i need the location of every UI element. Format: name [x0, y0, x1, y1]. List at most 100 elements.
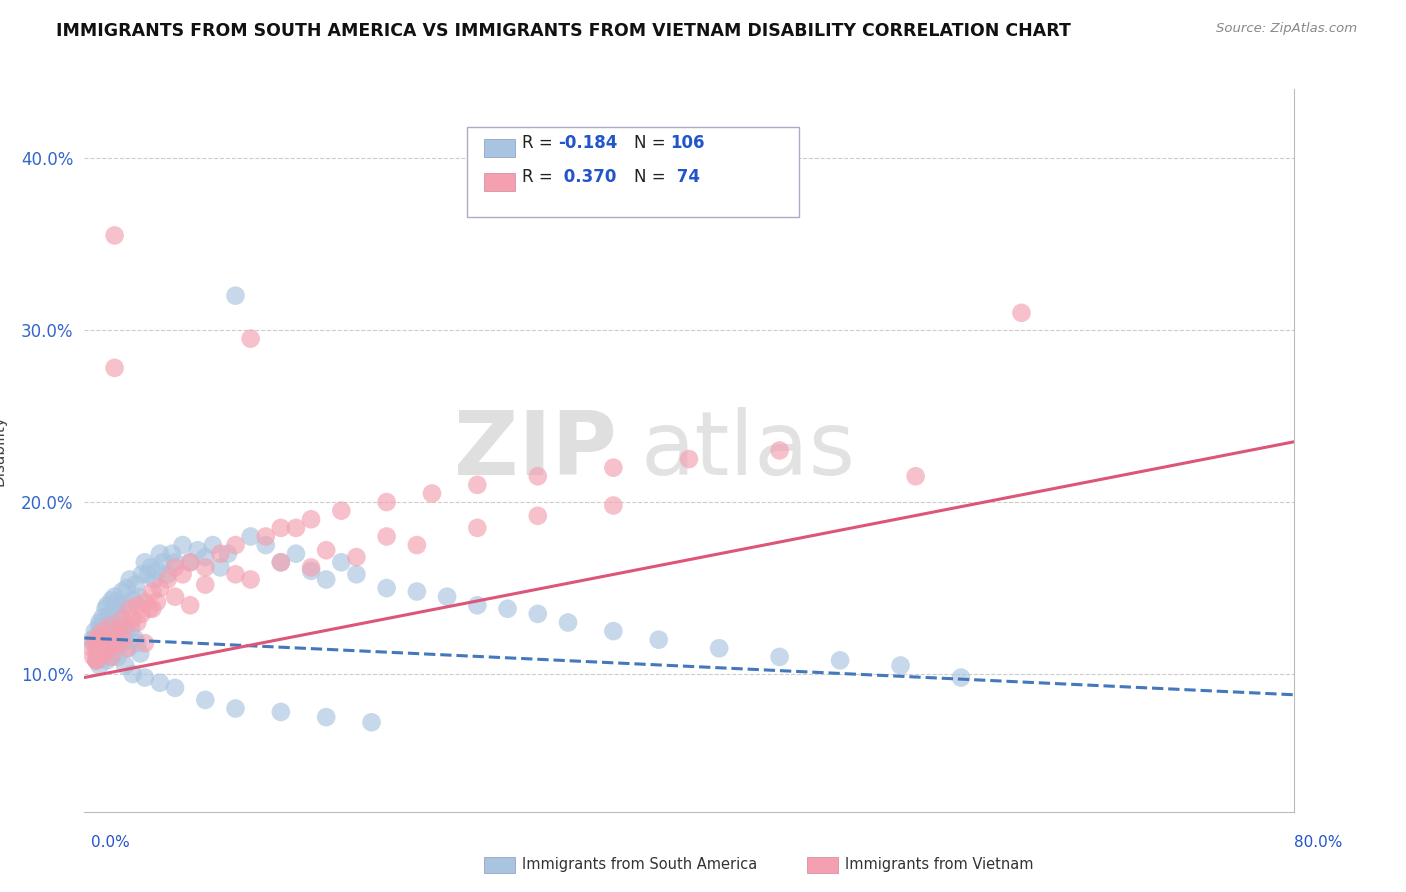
Point: [111, 636, 134, 650]
Point: [107, 632, 129, 647]
Point: [96, 599, 118, 613]
Point: [89, 615, 111, 630]
Point: [239, 529, 262, 543]
Point: [225, 288, 247, 302]
Point: [375, 495, 398, 509]
Point: [111, 584, 134, 599]
Point: [217, 547, 239, 561]
Point: [104, 228, 127, 243]
Point: [80, 641, 103, 656]
Point: [97, 636, 120, 650]
Point: [86, 653, 108, 667]
Point: [134, 636, 156, 650]
Point: [527, 508, 550, 523]
Point: [160, 547, 183, 561]
Text: Immigrants from Vietnam: Immigrants from Vietnam: [845, 857, 1033, 871]
Point: [107, 595, 129, 609]
Point: [89, 658, 111, 673]
Point: [89, 619, 111, 633]
Point: [105, 601, 128, 615]
Point: [602, 499, 624, 513]
Point: [285, 521, 308, 535]
Point: [149, 581, 172, 595]
Point: [96, 653, 118, 667]
Point: [101, 647, 124, 661]
Point: [110, 619, 132, 633]
Point: [114, 658, 136, 673]
Point: [86, 653, 108, 667]
Point: [80, 632, 103, 647]
Point: [96, 623, 118, 637]
Point: [104, 624, 127, 639]
Point: [709, 641, 731, 656]
Point: [254, 538, 277, 552]
Point: [115, 581, 138, 595]
Point: [187, 543, 209, 558]
Point: [97, 641, 120, 656]
Point: [96, 632, 118, 647]
Point: [165, 681, 187, 695]
Text: 106: 106: [671, 134, 706, 152]
Point: [950, 671, 973, 685]
Point: [93, 647, 115, 661]
Point: [602, 460, 624, 475]
Point: [90, 625, 112, 640]
Point: [830, 653, 852, 667]
Point: [93, 621, 115, 635]
Point: [82, 636, 104, 650]
Point: [239, 332, 262, 346]
Point: [179, 555, 201, 569]
Text: IMMIGRANTS FROM SOUTH AMERICA VS IMMIGRANTS FROM VIETNAM DISABILITY CORRELATION : IMMIGRANTS FROM SOUTH AMERICA VS IMMIGRA…: [56, 22, 1071, 40]
Point: [179, 599, 201, 613]
Point: [270, 521, 292, 535]
Point: [91, 624, 114, 639]
Point: [121, 612, 143, 626]
Point: [91, 648, 114, 662]
Point: [134, 595, 156, 609]
Point: [225, 567, 247, 582]
Point: [201, 538, 224, 552]
Point: [89, 638, 111, 652]
Point: [165, 555, 187, 569]
Point: [406, 584, 429, 599]
Point: [330, 555, 353, 569]
Point: [100, 641, 122, 656]
Text: -0.184: -0.184: [558, 134, 617, 152]
Point: [375, 581, 398, 595]
Y-axis label: Disability: Disability: [0, 415, 7, 486]
Point: [108, 605, 131, 619]
Point: [179, 555, 201, 569]
Point: [146, 595, 169, 609]
Point: [89, 629, 111, 643]
Point: [1011, 306, 1033, 320]
Point: [146, 564, 169, 578]
Point: [141, 584, 163, 599]
Point: [436, 590, 458, 604]
Point: [678, 452, 700, 467]
Point: [115, 641, 138, 656]
Point: [467, 599, 489, 613]
Point: [94, 629, 117, 643]
Point: [107, 649, 129, 664]
Point: [254, 529, 277, 543]
Point: [141, 601, 163, 615]
Point: [315, 573, 337, 587]
Text: R =: R =: [522, 168, 558, 186]
Point: [375, 529, 398, 543]
Point: [149, 547, 172, 561]
Point: [527, 469, 550, 483]
Point: [118, 573, 141, 587]
Point: [131, 567, 153, 582]
Point: [172, 538, 194, 552]
Point: [84, 624, 107, 639]
Point: [315, 710, 337, 724]
Point: [209, 547, 232, 561]
Point: [128, 590, 150, 604]
Point: [346, 567, 368, 582]
Point: [91, 610, 114, 624]
Point: [104, 360, 127, 375]
Point: [156, 567, 179, 582]
Text: 0.0%: 0.0%: [91, 836, 131, 850]
Point: [107, 624, 129, 639]
Point: [91, 647, 114, 661]
